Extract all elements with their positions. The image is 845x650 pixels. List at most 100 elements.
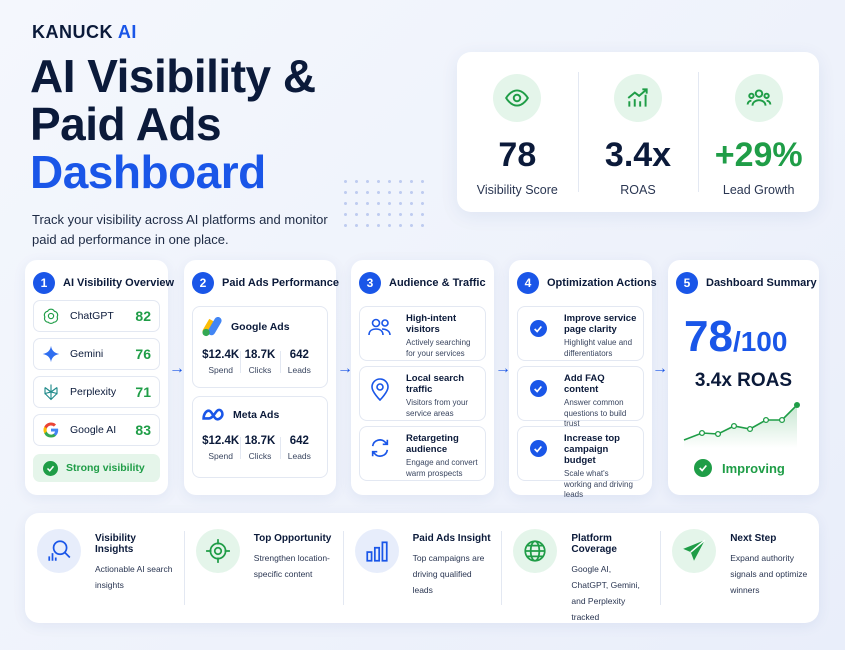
ad-platform-google: Google Ads $12.4K Spend 18.7K Clicks 642 Le… <box>192 306 328 388</box>
page-title: AI Visibility & Paid Ads Dashboard <box>30 52 316 196</box>
arrow-right-icon: → <box>495 360 511 377</box>
perplexity-icon <box>42 383 60 401</box>
title-line-1: AI Visibility & <box>30 50 316 102</box>
insight-desc: Google AI, ChatGPT, Gemini, and Perplexi… <box>571 564 640 622</box>
arrow-right-icon: → <box>169 360 185 377</box>
platform-row-gemini: Gemini 76 <box>33 338 160 370</box>
ad-stats: $12.4K Spend 18.7K Clicks 642 Leads <box>201 435 319 461</box>
stat-clicks: 18.7K Clicks <box>240 349 279 375</box>
brand-name: KANUCK <box>32 22 113 42</box>
kpi-value: 78 <box>498 136 537 174</box>
insights-strip: Visibility Insights Actionable AI search … <box>25 513 819 623</box>
google-icon <box>42 421 60 439</box>
check-circle-icon <box>529 320 547 337</box>
arrow-right-icon: → <box>652 360 668 377</box>
platform-row-perplexity: Perplexity 71 <box>33 376 160 408</box>
insight-desc: Actionable AI search insights <box>95 564 173 590</box>
kpi-label: Visibility Score <box>476 183 558 197</box>
title-line-2: Paid Ads <box>30 98 222 150</box>
card-header: 2 Paid Ads Performance <box>184 260 339 294</box>
step-number: 1 <box>33 272 55 294</box>
stat-label: Spend <box>208 365 233 375</box>
card-header: 4 Optimization Actions <box>509 260 657 294</box>
check-circle-icon <box>529 440 547 457</box>
ad-name-text: Meta Ads <box>233 409 280 421</box>
insight-desc: Expand authority signals and optimize wi… <box>730 553 808 595</box>
summary-roas: 3.4x ROAS <box>694 370 793 391</box>
card-paid-ads-performance: 2 Paid Ads Performance Google Ads $12.4K… <box>184 260 339 495</box>
title-line-3: Dashboard <box>30 146 266 198</box>
insight-next-step: Next Step Expand authority signals and op… <box>660 513 819 623</box>
kpi-visibility-score: 78 Visibility Score <box>457 52 578 212</box>
meta-icon <box>202 408 224 421</box>
platform-name: Gemini <box>70 348 104 360</box>
row-desc: Scale what's working and driving leads <box>564 469 633 499</box>
status-text: Strong visibility <box>66 462 145 474</box>
card-dashboard-summary: 5 Dashboard Summary 78/100 3.4x ROAS Imp… <box>668 260 819 495</box>
stat-label: Spend <box>208 451 233 461</box>
stat-value: 18.7K <box>244 435 276 447</box>
platform-row-google-ai: Google AI 83 <box>33 414 160 446</box>
refresh-icon <box>366 433 394 459</box>
google-ads-icon <box>202 317 222 337</box>
insight-top-opportunity: Top Opportunity Strengthen location-speci… <box>183 513 343 623</box>
ad-platform-name: Google Ads <box>201 317 319 337</box>
row-desc: Actively searching for your services <box>406 338 471 358</box>
status-badge: Strong visibility <box>33 454 160 482</box>
ad-platform-name: Meta Ads <box>201 407 319 423</box>
card-optimization-actions: 4 Optimization Actions Improve service p… <box>509 260 657 499</box>
audience-row: Local search traffic Visitors from your s… <box>359 366 486 421</box>
insight-title: Platform Coverage <box>571 533 617 555</box>
stat-value: 642 <box>289 435 309 447</box>
status-text: Improving <box>722 460 785 476</box>
check-icon <box>43 460 58 476</box>
insight-visibility: Visibility Insights Actionable AI search … <box>25 513 184 623</box>
step-number: 3 <box>359 272 381 294</box>
insight-paid-ads: Paid Ads Insight Top campaigns are drivin… <box>342 513 502 623</box>
check-circle-icon <box>529 380 547 397</box>
row-title: Add FAQ content <box>564 373 605 395</box>
tagline: Track your visibility across AI platform… <box>32 212 328 247</box>
card-audience-traffic: 3 Audience & Traffic High-intent visitor… <box>351 260 494 495</box>
gemini-icon <box>42 345 60 363</box>
platform-row-chatgpt: ChatGPT 82 <box>33 300 160 332</box>
trend-sparkline <box>683 402 800 448</box>
insight-desc: Strengthen location-specific content <box>253 553 330 579</box>
row-title: Increase top campaign budget <box>564 433 620 466</box>
insight-title: Visibility Insights <box>95 533 136 555</box>
card-title: Optimization Actions <box>547 277 657 289</box>
stat-value: $12.4K <box>202 435 240 447</box>
card-ai-visibility-overview: 1 AI Visibility Overview ChatGPT 82 Gemi… <box>25 260 174 495</box>
audience-row: High-intent visitors Actively searching f… <box>359 306 486 361</box>
arrow-right-icon: → <box>337 360 353 377</box>
stat-spend: $12.4K Spend <box>201 435 240 461</box>
ad-stats: $12.4K Spend 18.7K Clicks 642 Leads <box>201 349 319 375</box>
insight-title: Paid Ads Insight <box>412 533 491 544</box>
action-row: Add FAQ content Answer common questions t… <box>517 366 644 428</box>
stat-label: Clicks <box>248 365 272 375</box>
users-group-icon <box>734 74 783 122</box>
stat-clicks: 18.7K Clicks <box>240 435 279 461</box>
decorative-dot-grid <box>340 176 430 228</box>
magnifier-chart-icon <box>37 529 81 573</box>
card-header: 3 Audience & Traffic <box>351 260 494 294</box>
row-title: Improve service page clarity <box>564 313 637 335</box>
row-desc: Engage and convert warm prospects <box>406 458 478 478</box>
platform-name: ChatGPT <box>70 310 114 322</box>
score-max: /100 <box>732 326 788 357</box>
stat-value: 642 <box>289 349 309 361</box>
globe-icon <box>513 529 558 573</box>
row-title: High-intent visitors <box>406 313 457 335</box>
users-icon <box>366 313 394 337</box>
insight-desc: Top campaigns are driving qualified lead… <box>412 553 485 595</box>
platform-name: Perplexity <box>70 386 117 398</box>
kpi-label: ROAS <box>620 183 656 197</box>
brand-ai: AI <box>117 22 137 42</box>
card-header: 1 AI Visibility Overview <box>25 260 174 294</box>
card-header: 5 Dashboard Summary <box>668 260 819 294</box>
kpi-roas: 3.4x ROAS <box>577 52 699 212</box>
row-title: Local search traffic <box>406 373 465 395</box>
stat-value: 18.7K <box>244 349 276 361</box>
card-title: Dashboard Summary <box>706 277 817 289</box>
growth-chart-icon <box>614 74 662 122</box>
